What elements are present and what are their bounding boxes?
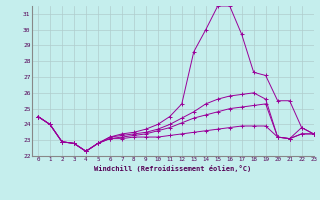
X-axis label: Windchill (Refroidissement éolien,°C): Windchill (Refroidissement éolien,°C) xyxy=(94,165,252,172)
